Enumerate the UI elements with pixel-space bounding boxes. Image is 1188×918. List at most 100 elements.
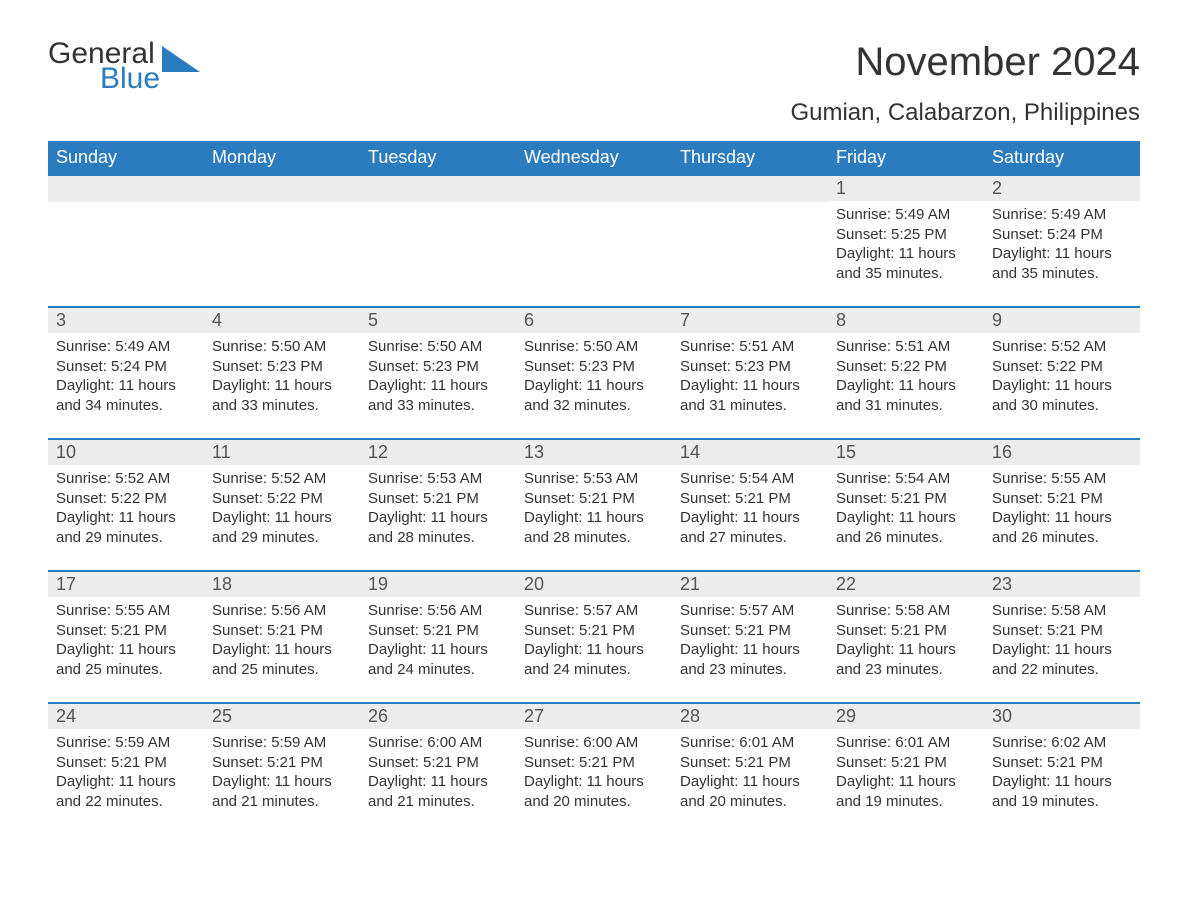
col-tuesday: Tuesday xyxy=(360,141,516,175)
sunset-text: Sunset: 5:21 PM xyxy=(212,621,352,641)
sunset-text: Sunset: 5:21 PM xyxy=(56,753,196,773)
sunrise-text: Sunrise: 6:02 AM xyxy=(992,733,1132,753)
day-body: Sunrise: 5:58 AMSunset: 5:21 PMDaylight:… xyxy=(984,597,1140,687)
sunrise-text: Sunrise: 5:49 AM xyxy=(992,205,1132,225)
day-number: 1 xyxy=(828,176,984,201)
sunset-text: Sunset: 5:23 PM xyxy=(680,357,820,377)
day-body: Sunrise: 5:50 AMSunset: 5:23 PMDaylight:… xyxy=(360,333,516,423)
sunrise-text: Sunrise: 5:56 AM xyxy=(212,601,352,621)
day-number: 15 xyxy=(828,440,984,465)
daylight-text: Daylight: 11 hours and 21 minutes. xyxy=(368,772,508,811)
calendar-cell: 28Sunrise: 6:01 AMSunset: 5:21 PMDayligh… xyxy=(672,703,828,835)
location-subtitle: Gumian, Calabarzon, Philippines xyxy=(48,99,1140,127)
calendar-row: 24Sunrise: 5:59 AMSunset: 5:21 PMDayligh… xyxy=(48,703,1140,835)
day-number: 29 xyxy=(828,704,984,729)
calendar-cell: 5Sunrise: 5:50 AMSunset: 5:23 PMDaylight… xyxy=(360,307,516,439)
day-body xyxy=(516,202,672,214)
calendar-cell: 26Sunrise: 6:00 AMSunset: 5:21 PMDayligh… xyxy=(360,703,516,835)
calendar-cell: 12Sunrise: 5:53 AMSunset: 5:21 PMDayligh… xyxy=(360,439,516,571)
day-number: 16 xyxy=(984,440,1140,465)
daylight-text: Daylight: 11 hours and 23 minutes. xyxy=(836,640,976,679)
day-number: 22 xyxy=(828,572,984,597)
daylight-text: Daylight: 11 hours and 19 minutes. xyxy=(836,772,976,811)
day-number: 28 xyxy=(672,704,828,729)
sunrise-text: Sunrise: 5:57 AM xyxy=(524,601,664,621)
calendar-body: 1Sunrise: 5:49 AMSunset: 5:25 PMDaylight… xyxy=(48,175,1140,835)
sunset-text: Sunset: 5:21 PM xyxy=(992,489,1132,509)
calendar-cell: 8Sunrise: 5:51 AMSunset: 5:22 PMDaylight… xyxy=(828,307,984,439)
day-body: Sunrise: 5:49 AMSunset: 5:24 PMDaylight:… xyxy=(48,333,204,423)
day-body: Sunrise: 6:01 AMSunset: 5:21 PMDaylight:… xyxy=(828,729,984,819)
daylight-text: Daylight: 11 hours and 25 minutes. xyxy=(56,640,196,679)
day-body: Sunrise: 5:56 AMSunset: 5:21 PMDaylight:… xyxy=(360,597,516,687)
day-body xyxy=(360,202,516,214)
calendar-cell: 19Sunrise: 5:56 AMSunset: 5:21 PMDayligh… xyxy=(360,571,516,703)
sunset-text: Sunset: 5:21 PM xyxy=(368,489,508,509)
sunrise-text: Sunrise: 5:58 AM xyxy=(836,601,976,621)
day-number: 11 xyxy=(204,440,360,465)
calendar-cell: 7Sunrise: 5:51 AMSunset: 5:23 PMDaylight… xyxy=(672,307,828,439)
day-number: 13 xyxy=(516,440,672,465)
day-number xyxy=(360,176,516,202)
day-number: 10 xyxy=(48,440,204,465)
day-body: Sunrise: 5:49 AMSunset: 5:25 PMDaylight:… xyxy=(828,201,984,291)
daylight-text: Daylight: 11 hours and 25 minutes. xyxy=(212,640,352,679)
daylight-text: Daylight: 11 hours and 22 minutes. xyxy=(992,640,1132,679)
sunrise-text: Sunrise: 5:52 AM xyxy=(992,337,1132,357)
sunrise-text: Sunrise: 5:50 AM xyxy=(212,337,352,357)
sunset-text: Sunset: 5:21 PM xyxy=(992,753,1132,773)
calendar-cell xyxy=(48,175,204,307)
day-number: 19 xyxy=(360,572,516,597)
sunset-text: Sunset: 5:22 PM xyxy=(992,357,1132,377)
daylight-text: Daylight: 11 hours and 20 minutes. xyxy=(680,772,820,811)
day-number xyxy=(48,176,204,202)
col-friday: Friday xyxy=(828,141,984,175)
sunrise-text: Sunrise: 5:51 AM xyxy=(680,337,820,357)
calendar-cell: 20Sunrise: 5:57 AMSunset: 5:21 PMDayligh… xyxy=(516,571,672,703)
daylight-text: Daylight: 11 hours and 32 minutes. xyxy=(524,376,664,415)
sunrise-text: Sunrise: 5:55 AM xyxy=(56,601,196,621)
day-number: 14 xyxy=(672,440,828,465)
day-number: 9 xyxy=(984,308,1140,333)
calendar-cell xyxy=(360,175,516,307)
sunset-text: Sunset: 5:23 PM xyxy=(524,357,664,377)
day-number: 24 xyxy=(48,704,204,729)
calendar-cell: 15Sunrise: 5:54 AMSunset: 5:21 PMDayligh… xyxy=(828,439,984,571)
day-body: Sunrise: 6:01 AMSunset: 5:21 PMDaylight:… xyxy=(672,729,828,819)
sunrise-text: Sunrise: 5:52 AM xyxy=(212,469,352,489)
sunrise-text: Sunrise: 5:50 AM xyxy=(524,337,664,357)
day-body: Sunrise: 6:00 AMSunset: 5:21 PMDaylight:… xyxy=(360,729,516,819)
logo-text: General Blue xyxy=(48,40,160,93)
day-number: 20 xyxy=(516,572,672,597)
calendar-table: Sunday Monday Tuesday Wednesday Thursday… xyxy=(48,141,1140,835)
sunset-text: Sunset: 5:22 PM xyxy=(836,357,976,377)
daylight-text: Daylight: 11 hours and 29 minutes. xyxy=(212,508,352,547)
calendar-cell: 9Sunrise: 5:52 AMSunset: 5:22 PMDaylight… xyxy=(984,307,1140,439)
daylight-text: Daylight: 11 hours and 23 minutes. xyxy=(680,640,820,679)
sunset-text: Sunset: 5:21 PM xyxy=(836,753,976,773)
day-body: Sunrise: 5:50 AMSunset: 5:23 PMDaylight:… xyxy=(516,333,672,423)
calendar-cell: 11Sunrise: 5:52 AMSunset: 5:22 PMDayligh… xyxy=(204,439,360,571)
calendar-cell: 4Sunrise: 5:50 AMSunset: 5:23 PMDaylight… xyxy=(204,307,360,439)
day-number: 12 xyxy=(360,440,516,465)
day-number: 21 xyxy=(672,572,828,597)
calendar-row: 17Sunrise: 5:55 AMSunset: 5:21 PMDayligh… xyxy=(48,571,1140,703)
calendar-cell: 14Sunrise: 5:54 AMSunset: 5:21 PMDayligh… xyxy=(672,439,828,571)
sunset-text: Sunset: 5:21 PM xyxy=(524,753,664,773)
calendar-cell: 6Sunrise: 5:50 AMSunset: 5:23 PMDaylight… xyxy=(516,307,672,439)
logo-word-blue: Blue xyxy=(100,65,160,94)
daylight-text: Daylight: 11 hours and 26 minutes. xyxy=(992,508,1132,547)
calendar-cell: 17Sunrise: 5:55 AMSunset: 5:21 PMDayligh… xyxy=(48,571,204,703)
sunset-text: Sunset: 5:21 PM xyxy=(368,621,508,641)
sunrise-text: Sunrise: 6:00 AM xyxy=(524,733,664,753)
sunset-text: Sunset: 5:21 PM xyxy=(836,489,976,509)
day-body: Sunrise: 5:49 AMSunset: 5:24 PMDaylight:… xyxy=(984,201,1140,291)
daylight-text: Daylight: 11 hours and 31 minutes. xyxy=(836,376,976,415)
sunrise-text: Sunrise: 6:01 AM xyxy=(680,733,820,753)
calendar-cell: 10Sunrise: 5:52 AMSunset: 5:22 PMDayligh… xyxy=(48,439,204,571)
sunrise-text: Sunrise: 5:54 AM xyxy=(836,469,976,489)
sunset-text: Sunset: 5:21 PM xyxy=(992,621,1132,641)
day-number: 17 xyxy=(48,572,204,597)
day-body: Sunrise: 6:02 AMSunset: 5:21 PMDaylight:… xyxy=(984,729,1140,819)
sunset-text: Sunset: 5:21 PM xyxy=(680,489,820,509)
